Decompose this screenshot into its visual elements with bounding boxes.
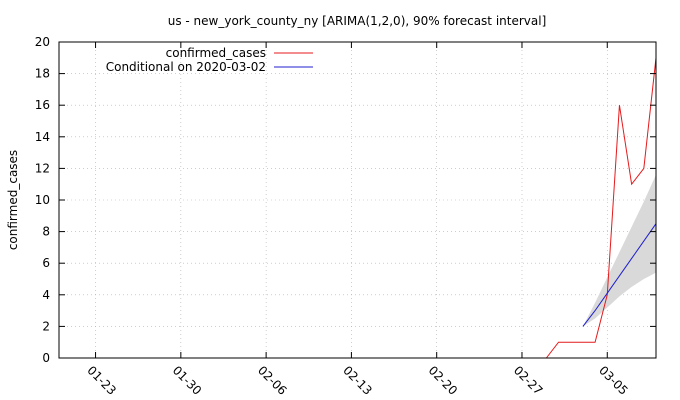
series-layer — [545, 57, 657, 359]
y-tick-label: 2 — [42, 319, 50, 333]
chart-title: us - new_york_county_ny [ARIMA(1,2,0), 9… — [168, 14, 547, 28]
x-tick-label: 02-13 — [340, 363, 375, 398]
y-tick-label: 6 — [42, 256, 50, 270]
legend-label: confirmed_cases — [166, 46, 266, 60]
forecast-interval-band — [582, 174, 656, 327]
x-axis: 01-23 01-30 02-06 02-13 02-20 02-27 03-05 — [84, 42, 631, 398]
y-tick-label: 8 — [42, 225, 50, 239]
y-tick-label: 0 — [42, 351, 50, 365]
x-tick-label: 02-27 — [511, 363, 546, 398]
x-tick-label: 03-05 — [596, 363, 631, 398]
series-line-confirmed-cases — [545, 57, 657, 359]
x-tick-label: 02-20 — [426, 363, 461, 398]
plot-frame — [58, 41, 657, 359]
y-tick-label: 4 — [42, 288, 50, 302]
x-tick-label: 01-30 — [170, 363, 205, 398]
forecast-band-layer — [582, 174, 656, 327]
y-tick-label: 16 — [35, 98, 50, 112]
y-tick-label: 10 — [35, 193, 50, 207]
series-line-conditional-forecast — [582, 223, 657, 327]
grid — [59, 42, 656, 358]
y-tick-label: 14 — [35, 130, 50, 144]
y-axis: 0 2 4 6 8 10 12 14 16 18 20 — [35, 35, 656, 365]
y-tick-label: 18 — [35, 67, 50, 81]
y-tick-label: 12 — [35, 161, 50, 175]
y-tick-label: 20 — [35, 35, 50, 49]
legend-label: Conditional on 2020-03-02 — [106, 60, 266, 74]
y-axis-label: confirmed_cases — [6, 150, 20, 250]
x-tick-label: 01-23 — [84, 363, 119, 398]
x-tick-label: 02-06 — [255, 363, 290, 398]
